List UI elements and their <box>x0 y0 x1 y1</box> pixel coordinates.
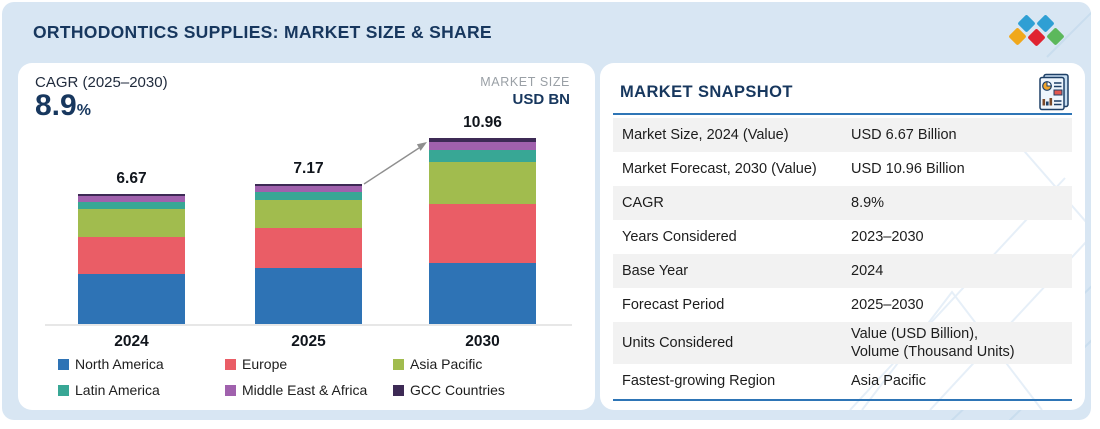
market-size-label: MARKET SIZE <box>480 75 570 89</box>
row-value: USD 10.96 Billion <box>851 161 965 177</box>
bar-segment <box>255 186 362 193</box>
legend-label: North America <box>75 356 164 372</box>
table-row: Market Size, 2024 (Value) USD 6.67 Billio… <box>613 118 1072 152</box>
chart-legend: North America Europe Asia Pacific Latin Ame… <box>58 356 505 398</box>
bar-segment <box>255 200 362 228</box>
stacked-bar-2025 <box>255 184 362 324</box>
footer-rule <box>613 399 1072 401</box>
legend-label: Asia Pacific <box>410 356 483 372</box>
x-axis-label: 2030 <box>465 333 500 350</box>
bar-segment <box>429 149 536 162</box>
report-icon <box>1039 73 1069 111</box>
legend-item: North America <box>58 356 225 372</box>
legend-swatch <box>393 384 404 396</box>
bar-total-label: 7.17 <box>293 160 324 177</box>
row-value: USD 6.67 Billion <box>851 127 957 143</box>
bar-segment <box>255 267 362 324</box>
row-label: Forecast Period <box>622 297 725 313</box>
table-row: Forecast Period 2025–2030 <box>613 288 1072 322</box>
table-row: CAGR 8.9% <box>613 186 1072 220</box>
legend-item: Europe <box>225 356 393 372</box>
row-value: Asia Pacific <box>851 373 926 389</box>
bar-segment <box>78 196 185 203</box>
row-label: CAGR <box>622 195 664 211</box>
bar-total-label: 6.67 <box>116 170 147 187</box>
row-label: Market Forecast, 2030 (Value) <box>622 161 817 177</box>
bar-total-label: 10.96 <box>463 114 502 131</box>
bar-segment <box>78 208 185 237</box>
bar-segment <box>78 194 185 196</box>
bar-segment <box>78 236 185 274</box>
bar-segment <box>429 141 536 150</box>
logo-diamond <box>1046 27 1065 46</box>
x-axis-label: 2025 <box>291 333 326 350</box>
legend-swatch <box>225 358 236 370</box>
x-axis-label: 2024 <box>114 333 149 350</box>
market-size-note: MARKET SIZE USD BN <box>480 75 570 108</box>
snapshot-heading: MARKET SNAPSHOT <box>620 83 793 101</box>
table-row: Base Year 2024 <box>613 254 1072 288</box>
legend-item: Asia Pacific <box>393 356 505 372</box>
row-label: Base Year <box>622 263 689 279</box>
stacked-bar-2030 <box>429 138 536 324</box>
cagr-label: CAGR (2025–2030) <box>35 74 168 91</box>
row-label: Fastest-growing Region <box>622 373 776 389</box>
snapshot-header: MARKET SNAPSHOT <box>620 73 1071 111</box>
legend-label: Middle East & Africa <box>242 382 368 398</box>
row-value: 2023–2030 <box>851 229 924 245</box>
stacked-bar-2024 <box>78 194 185 324</box>
market-size-unit: USD BN <box>512 91 570 108</box>
table-row: Market Forecast, 2030 (Value) USD 10.96 B… <box>613 152 1072 186</box>
legend-swatch <box>58 384 69 396</box>
bar-segment <box>78 273 185 324</box>
market-size-chart-card: CAGR (2025–2030) 8.9% MARKET SIZE USD BN… <box>18 63 595 410</box>
legend-item: GCC Countries <box>393 382 505 398</box>
table-row: Fastest-growing Region Asia Pacific <box>613 364 1072 398</box>
legend-label: Latin America <box>75 382 160 398</box>
x-axis-line <box>45 324 572 326</box>
legend-swatch <box>393 358 404 370</box>
legend-swatch <box>58 358 69 370</box>
header-rule <box>613 113 1072 115</box>
bar-segment <box>255 192 362 201</box>
bar-segment <box>429 203 536 263</box>
row-value: 2025–2030 <box>851 297 924 313</box>
bar-segment <box>255 227 362 268</box>
bar-segment <box>429 161 536 204</box>
snapshot-table: Market Size, 2024 (Value) USD 6.67 Billio… <box>613 118 1072 398</box>
legend-label: Europe <box>242 356 288 372</box>
cagr-value: 8.9% <box>35 89 91 123</box>
row-value: 8.9% <box>851 195 885 211</box>
row-label: Years Considered <box>622 229 737 245</box>
bar-segment <box>429 138 536 142</box>
bar-segment <box>78 202 185 209</box>
row-value: 2024 <box>851 263 884 279</box>
market-snapshot-card: MARKET SNAPSHOT Market Size, <box>600 63 1085 410</box>
page-title: ORTHODONTICS SUPPLIES: MARKET SIZE & SHA… <box>33 22 492 42</box>
bar-segment <box>255 184 362 186</box>
legend-swatch <box>225 384 236 396</box>
row-label: Units Considered <box>622 335 734 351</box>
legend-item: Middle East & Africa <box>225 382 393 398</box>
row-value: Value (USD Billion), Volume (Thousand Un… <box>851 326 1015 360</box>
row-label: Market Size, 2024 (Value) <box>622 127 789 143</box>
legend-item: Latin America <box>58 382 225 398</box>
cagr-number: 8.9 <box>35 89 77 122</box>
cagr-unit: % <box>76 102 91 119</box>
legend-label: GCC Countries <box>410 382 505 398</box>
brand-logo <box>1006 12 1072 58</box>
table-row: Years Considered 2023–2030 <box>613 220 1072 254</box>
background-panel: ORTHODONTICS SUPPLIES: MARKET SIZE & SHA… <box>2 2 1091 420</box>
table-row: Units Considered Value (USD Billion), Vol… <box>613 322 1072 364</box>
bar-segment <box>429 262 536 324</box>
